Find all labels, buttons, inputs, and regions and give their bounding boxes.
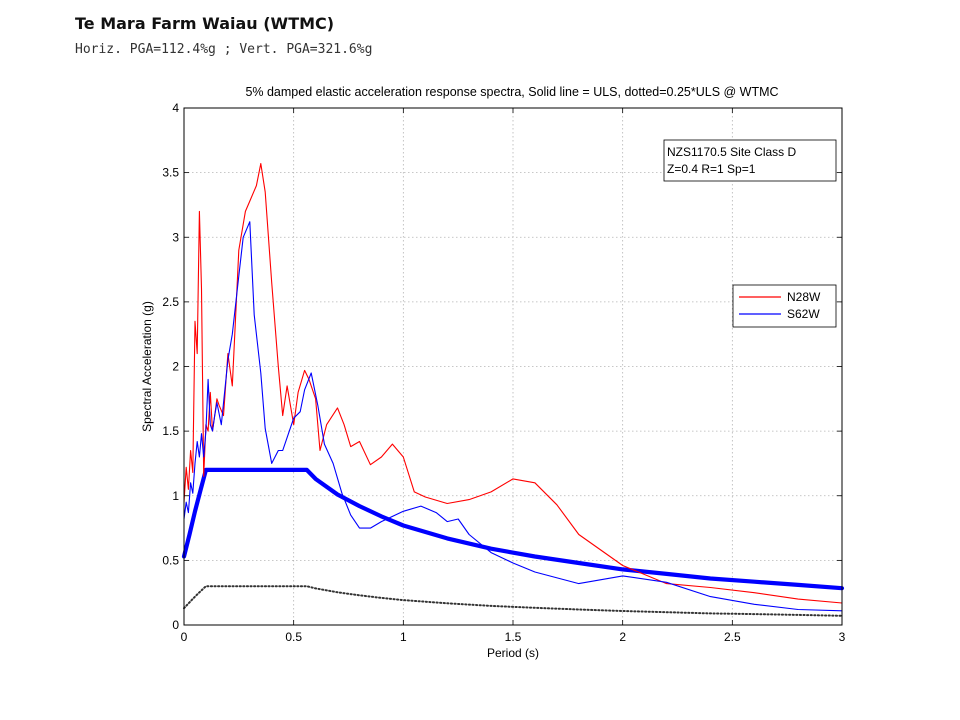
- legend-frame: [732, 284, 837, 328]
- annotation-frame: [663, 139, 837, 182]
- series-line-s62w: [183, 221, 843, 612]
- y-axis-label: Spectral Acceleration (g): [140, 301, 154, 432]
- series-layer: [181, 163, 845, 617]
- x-tick-label: 2.5: [724, 630, 741, 644]
- y-tick-label: 1: [172, 489, 179, 503]
- series-line-0-25-uls: [183, 585, 843, 617]
- x-tick-label: 0.5: [285, 630, 302, 644]
- x-tick-label: 1: [400, 630, 407, 644]
- y-tick-label: 3.5: [162, 166, 179, 180]
- x-tick-label: 1.5: [505, 630, 522, 644]
- x-tick-label: 0: [181, 630, 188, 644]
- legend: N28W S62W: [732, 284, 837, 328]
- y-tick-label: 2: [172, 360, 179, 374]
- x-tick-label: 2: [619, 630, 626, 644]
- y-tick-label: 4: [172, 101, 179, 115]
- x-tick-label: 3: [839, 630, 846, 644]
- code-annotation-box: NZS1170.5 Site Class D Z=0.4 R=1 Sp=1: [663, 139, 837, 182]
- pga-summary: Horiz. PGA=112.4%g ; Vert. PGA=321.6%g: [75, 42, 373, 57]
- x-axis-label: Period (s): [487, 646, 539, 660]
- y-tick-label: 0: [172, 618, 179, 632]
- y-tick-label: 3: [172, 230, 179, 244]
- page-title: Te Mara Farm Waiau (WTMC): [75, 14, 335, 33]
- y-tick-label: 0.5: [162, 553, 179, 567]
- series-line-uls: [181, 467, 845, 591]
- chart-title: 5% damped elastic acceleration response …: [245, 85, 778, 99]
- tick-layer: 0 0.5 1 1.5 2 2.5 3 0 0.5 1 1.5 2 2.5 3 3.5 4: [162, 101, 845, 644]
- annotation-line-parameters: Z=0.4 R=1 Sp=1: [667, 162, 756, 176]
- grid-layer: [184, 108, 842, 625]
- legend-label: N28W: [787, 290, 821, 304]
- y-tick-label: 2.5: [162, 295, 179, 309]
- legend-label: S62W: [787, 307, 820, 321]
- annotation-line-site-class: NZS1170.5 Site Class D: [667, 145, 796, 159]
- y-tick-label: 1.5: [162, 424, 179, 438]
